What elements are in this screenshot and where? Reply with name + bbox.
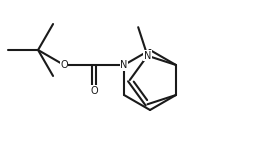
Text: O: O <box>60 60 68 70</box>
Text: N: N <box>144 51 151 61</box>
Text: N: N <box>120 60 128 70</box>
Text: O: O <box>90 86 98 96</box>
